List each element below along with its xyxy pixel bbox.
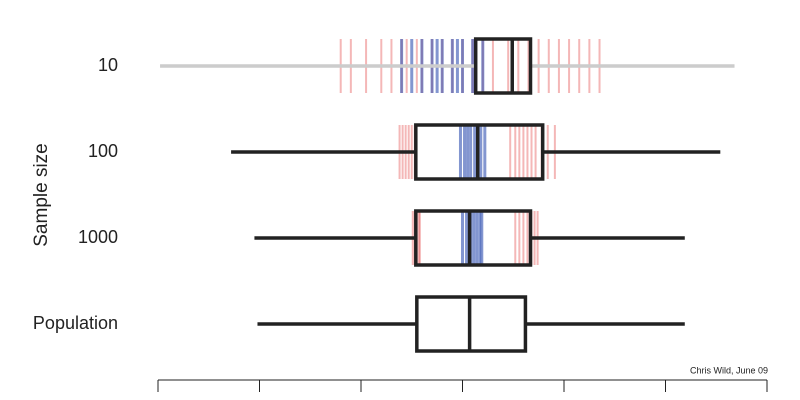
footnote: Chris Wild, June 09 (690, 365, 768, 375)
box (414, 209, 533, 267)
category-label: 1000 (78, 227, 118, 247)
category-label: 10 (98, 55, 118, 75)
category-label: 100 (88, 141, 118, 161)
box (473, 37, 533, 95)
category-label: Population (33, 313, 118, 333)
y-axis-label: Sample size (31, 143, 52, 247)
